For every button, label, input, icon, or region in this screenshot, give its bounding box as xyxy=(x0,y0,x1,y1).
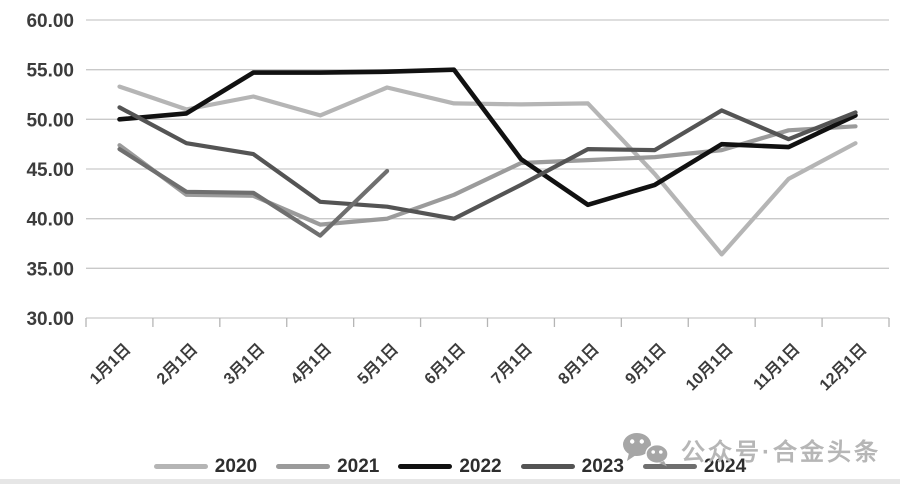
series-line-2022 xyxy=(117,67,858,208)
x-axis-label: 4月1日 xyxy=(287,340,335,388)
x-axis-label: 3月1日 xyxy=(220,340,268,388)
y-axis-label: 40.00 xyxy=(26,210,74,231)
legend-swatch-2022 xyxy=(398,463,453,469)
x-axis-label: 7月1日 xyxy=(488,340,536,388)
series-line-2023 xyxy=(117,105,858,221)
chart-legend: 2020 2021 2022 2023 2024 xyxy=(0,451,900,481)
x-axis-label: 2月1日 xyxy=(153,340,201,388)
legend-swatch-2021 xyxy=(276,463,331,469)
legend-label-2022: 2022 xyxy=(459,455,502,477)
legend-item-2024: 2024 xyxy=(642,455,747,477)
legend-item-2021: 2021 xyxy=(276,457,379,476)
y-axis-label: 30.00 xyxy=(26,309,74,330)
x-axis-label: 11月1日 xyxy=(750,340,804,394)
legend-label-2023: 2023 xyxy=(581,455,624,477)
x-axis-label: 1月1日 xyxy=(86,340,134,388)
legend-label-2020: 2020 xyxy=(214,455,258,477)
legend-item-2023: 2023 xyxy=(520,455,624,477)
line-chart: 60.00 55.00 50.00 45.00 40.00 35.00 30.00 1月1日 2… xyxy=(26,11,890,394)
y-axis-label: 55.00 xyxy=(26,61,74,82)
y-axis-label: 45.00 xyxy=(26,160,74,181)
y-axis-label: 50.00 xyxy=(26,110,74,131)
legend-swatch-2024 xyxy=(642,463,697,469)
series-line-2020 xyxy=(117,84,858,257)
legend-swatch-2023 xyxy=(520,463,575,469)
series-line-2024 xyxy=(117,147,390,238)
series-line-2021 xyxy=(117,124,858,227)
legend-label-2024: 2024 xyxy=(703,455,747,477)
y-axis-label: 60.00 xyxy=(26,11,74,32)
x-axis-label: 5月1日 xyxy=(354,340,402,388)
x-axis-label: 6月1日 xyxy=(421,340,469,388)
legend-swatch-2020 xyxy=(153,463,208,469)
legend-label-2021: 2021 xyxy=(337,455,380,477)
bottom-strip xyxy=(0,479,900,484)
y-axis-label: 35.00 xyxy=(26,259,74,280)
legend-item-2022: 2022 xyxy=(398,455,502,477)
legend-item-2020: 2020 xyxy=(153,455,258,477)
x-axis-label: 9月1日 xyxy=(622,340,670,388)
x-axis-label: 12月1日 xyxy=(816,340,870,394)
x-axis-label: 8月1日 xyxy=(555,340,603,388)
x-axis-label: 10月1日 xyxy=(682,340,736,394)
